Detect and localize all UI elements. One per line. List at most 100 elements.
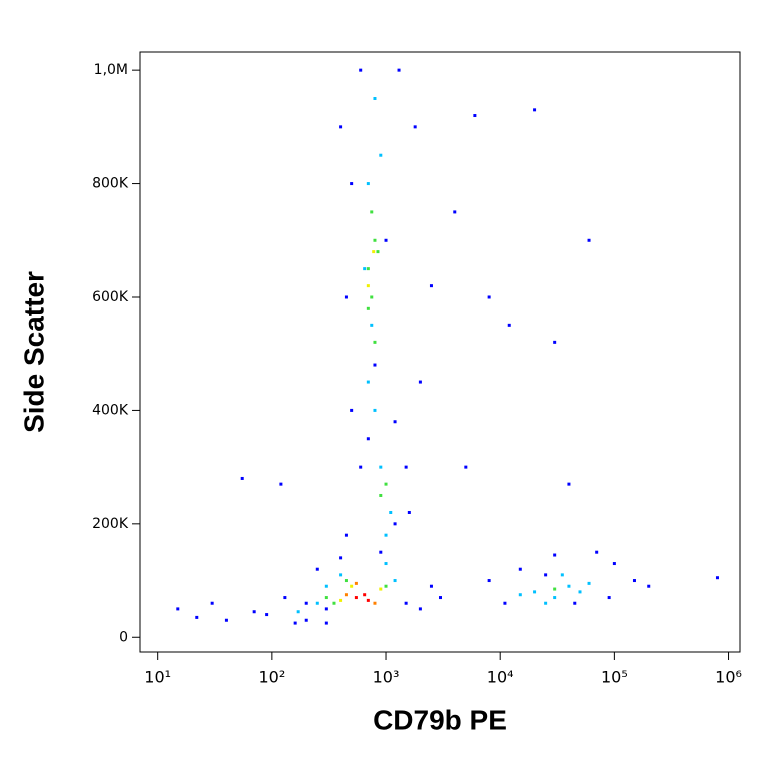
point [344, 593, 348, 597]
point [324, 584, 328, 588]
point [487, 295, 491, 299]
point [384, 533, 388, 537]
point [407, 510, 411, 514]
point [176, 607, 180, 611]
point [350, 408, 354, 412]
point [379, 465, 383, 469]
y-tick-label: 400K [92, 402, 129, 418]
y-tick-label: 800K [92, 176, 129, 192]
point [553, 596, 557, 600]
point [350, 584, 354, 588]
point [384, 238, 388, 242]
point [533, 108, 537, 112]
y-tick-label: 600K [92, 289, 129, 305]
point [379, 493, 383, 497]
point [265, 613, 269, 617]
point [397, 68, 401, 72]
point [304, 618, 308, 622]
point [359, 68, 363, 72]
point [332, 601, 336, 605]
point [370, 210, 374, 214]
point [339, 125, 343, 129]
plot-frame [139, 51, 741, 653]
point [373, 97, 377, 101]
point [578, 590, 582, 594]
point [464, 465, 468, 469]
point [324, 621, 328, 625]
point [587, 581, 591, 585]
point [344, 579, 348, 583]
point [354, 581, 358, 585]
x-tick-label: 10¹ [144, 668, 171, 687]
point [393, 420, 397, 424]
point [612, 562, 616, 566]
point [315, 601, 319, 605]
point [376, 250, 380, 254]
point [379, 587, 383, 591]
point [379, 153, 383, 157]
point [384, 562, 388, 566]
y-tick-label: 1,0M [94, 62, 128, 78]
x-tick-label: 10² [258, 668, 285, 687]
point [632, 579, 636, 583]
point [359, 465, 363, 469]
point [544, 573, 548, 577]
point [518, 567, 522, 571]
point [366, 380, 370, 384]
point [487, 579, 491, 583]
point [418, 380, 422, 384]
point [429, 284, 433, 288]
point [607, 596, 611, 600]
point [324, 596, 328, 600]
point [567, 584, 571, 588]
point [384, 584, 388, 588]
point [344, 533, 348, 537]
point [429, 584, 433, 588]
point [647, 584, 651, 588]
x-tick-label: 10⁶ [715, 668, 742, 687]
point [366, 306, 370, 310]
point [389, 510, 393, 514]
x-tick-label: 10⁵ [601, 668, 628, 687]
point [370, 323, 374, 327]
point [372, 250, 376, 254]
point [373, 601, 377, 605]
point [373, 363, 377, 367]
point [384, 482, 388, 486]
point [544, 601, 548, 605]
point [373, 238, 377, 242]
point [413, 125, 417, 129]
point [366, 182, 370, 186]
x-axis-label: CD79b PE [373, 704, 507, 735]
point [439, 596, 443, 600]
point [393, 579, 397, 583]
point [379, 550, 383, 554]
point [296, 610, 300, 614]
point [587, 238, 591, 242]
point [366, 284, 370, 288]
point [595, 550, 599, 554]
y-tick-label: 200K [92, 516, 129, 532]
point [418, 607, 422, 611]
point [553, 553, 557, 557]
point [339, 573, 343, 577]
point [366, 267, 370, 271]
point [533, 590, 537, 594]
point [210, 601, 214, 605]
point [350, 182, 354, 186]
point [503, 601, 507, 605]
point [252, 610, 256, 614]
point [553, 340, 557, 344]
point [363, 267, 367, 271]
point [715, 576, 719, 580]
point [339, 556, 343, 560]
point [344, 295, 348, 299]
point [363, 593, 367, 597]
point [373, 408, 377, 412]
point [553, 587, 557, 591]
point [283, 596, 287, 600]
point [195, 615, 199, 619]
x-tick-label: 10⁴ [487, 668, 514, 687]
point [404, 601, 408, 605]
